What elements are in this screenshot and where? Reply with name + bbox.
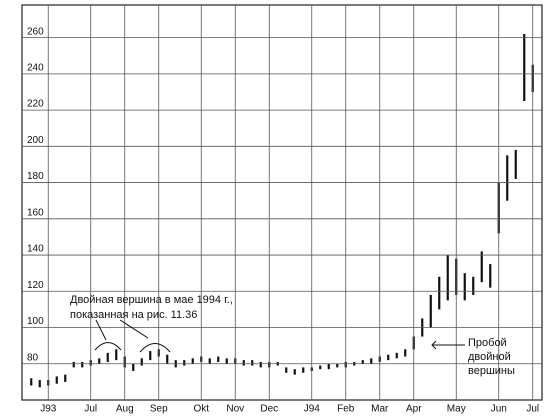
x-tick-label: J94 [304,404,321,415]
y-tick-label: 220 [27,99,44,110]
plot-frame [21,4,543,401]
x-tick-label: Apr [406,404,422,415]
y-tick-label: 140 [27,244,44,255]
annotation: вершины [468,365,515,377]
y-tick-label: 160 [27,207,44,218]
y-tick-label: 120 [27,280,44,291]
x-tick-label: Dec [260,404,278,415]
x-tick-label: Sep [150,404,168,415]
annotation: двойной [468,351,511,363]
x-tick-label: Feb [337,404,355,415]
y-tick-label: 200 [27,135,44,146]
annotation: Двойная вершина в мае 1994 г., [70,294,233,306]
x-tick-label: J93 [40,404,57,415]
x-tick-label: Okt [193,404,209,415]
x-tick-label: Jun [491,404,507,415]
y-tick-label: 80 [27,352,39,363]
x-tick-label: Nov [226,404,244,415]
y-tick-label: 180 [27,171,44,182]
y-tick-label: 240 [27,62,44,73]
x-tick-label: Jul [84,404,97,415]
annotation: показанная на рис. 11.36 [70,309,197,321]
x-tick-label: May [447,404,466,415]
annotation: Пробой [468,337,507,349]
x-tick-label: Jul [526,404,539,415]
x-tick-label: Aug [116,404,134,415]
annotation-arrows [94,319,465,353]
x-tick-label: Mar [371,404,389,415]
y-tick-label: 260 [27,26,44,37]
y-tick-label: 100 [27,316,44,327]
